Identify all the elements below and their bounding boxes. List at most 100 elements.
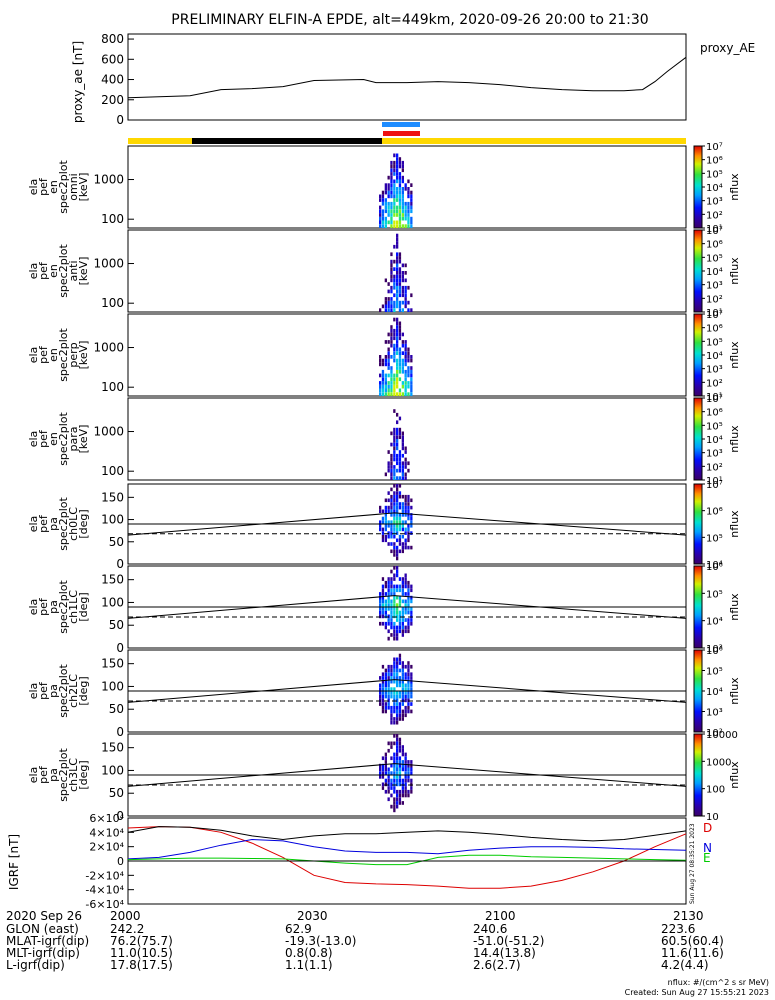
spec-cell <box>401 435 404 439</box>
spec-cell <box>396 584 399 589</box>
spec-cell <box>390 377 393 382</box>
spec-cell <box>384 524 387 528</box>
spec-cell <box>387 767 390 772</box>
spec-cell <box>401 687 404 691</box>
spec-cell <box>390 366 393 370</box>
spec-cell <box>393 502 396 506</box>
spec-cell <box>398 431 402 436</box>
spec-cell <box>398 220 402 225</box>
spec-cell <box>401 271 404 275</box>
spec-cell <box>407 789 410 794</box>
spec-cell <box>410 358 413 363</box>
spec-cell <box>398 213 402 217</box>
spec-cell <box>398 216 402 221</box>
spec-cell <box>401 629 404 634</box>
spec-cell <box>398 392 402 396</box>
spec-cell <box>398 534 402 539</box>
spec-cell <box>396 698 399 703</box>
spec-cell <box>390 633 393 637</box>
igrf-ytick-label: 2×10⁴ <box>89 841 124 854</box>
spec-cell <box>387 782 390 787</box>
spec-cell <box>401 446 404 451</box>
info-row-value: -51.0(-51.2) <box>473 934 545 948</box>
spec-cell <box>410 524 413 528</box>
spec-cell <box>379 621 382 626</box>
spec-cell <box>384 220 387 225</box>
spec-cell <box>398 513 402 517</box>
spec-cell <box>387 748 390 753</box>
spec-cell <box>396 513 399 517</box>
spec-cell <box>381 775 385 779</box>
colorbar <box>693 229 703 313</box>
spec-cell <box>396 484 399 488</box>
spec-cell <box>401 786 404 790</box>
spec-ytick-label: 150 <box>101 490 124 504</box>
spec-cell <box>379 216 382 221</box>
spec-cell <box>401 691 404 695</box>
spec-cell <box>381 358 385 363</box>
colorbar-tick-label: 10⁶ <box>706 562 723 573</box>
spec-cell <box>398 465 402 469</box>
spec-cell <box>387 358 390 363</box>
spec-cell <box>407 351 410 355</box>
spec-cell <box>387 491 390 495</box>
spec-cell <box>407 201 410 206</box>
spec-cell <box>401 468 404 473</box>
spec-ytick-label: 150 <box>101 741 124 755</box>
spec-cell <box>396 461 399 466</box>
spec-cell <box>393 491 396 495</box>
spec-ylabel: elapefpaspec2plotch3LC[deg] <box>27 748 90 802</box>
spec-cell <box>404 760 407 764</box>
spec-cell <box>381 392 385 396</box>
spec-cell <box>396 487 399 492</box>
spec-cell <box>384 509 387 514</box>
spec-cell <box>398 336 402 341</box>
spec-cell <box>410 216 413 221</box>
spec-cell <box>387 672 390 677</box>
spec-cell <box>381 595 385 600</box>
spec-cell <box>390 531 393 535</box>
spec-cell <box>410 516 413 521</box>
spec-cell <box>401 381 404 385</box>
spec-cell <box>390 717 393 721</box>
spec-cell <box>396 468 399 473</box>
spec-cell <box>387 300 390 305</box>
spec-cell <box>381 190 385 195</box>
spec-cell <box>393 446 396 451</box>
spec-cell <box>393 358 396 363</box>
spec-cell <box>407 527 410 532</box>
spec-cell <box>393 450 396 454</box>
spec-cell <box>390 457 393 462</box>
igrf-ylabel-text: IGRF [nT] <box>7 834 21 890</box>
spec-cell <box>407 358 410 363</box>
spec-cell <box>387 373 390 378</box>
spec-cell <box>396 317 399 322</box>
spec-cell <box>381 705 385 710</box>
spec-cell <box>410 369 413 374</box>
spec-cell <box>390 505 393 510</box>
spec-cell <box>396 274 399 279</box>
spec-cell <box>396 362 399 367</box>
spec-ylabel: elapefenspec2plotomni[keV] <box>27 160 90 214</box>
spec-cell <box>396 194 399 199</box>
spec-cell <box>410 584 413 589</box>
spec-cell <box>404 698 407 703</box>
spec-cell <box>396 351 399 355</box>
spec-cell <box>393 808 396 813</box>
spec-cell <box>393 285 396 290</box>
colorbar-tick-label: 10⁷ <box>706 394 723 405</box>
info-row-value: 242.2 <box>110 922 145 936</box>
spec-cell <box>396 491 399 495</box>
spec-cell <box>398 676 402 680</box>
info-row-value: 223.6 <box>661 922 696 936</box>
spec-cell <box>401 453 404 458</box>
spec-cell <box>401 160 404 165</box>
spec-cell <box>379 194 382 199</box>
spec-cell <box>379 775 382 779</box>
spec-cell <box>407 676 410 680</box>
spec-cell <box>398 328 402 333</box>
spec-cell <box>396 801 399 805</box>
spec-cell <box>407 381 410 385</box>
spec-cell <box>387 392 390 396</box>
